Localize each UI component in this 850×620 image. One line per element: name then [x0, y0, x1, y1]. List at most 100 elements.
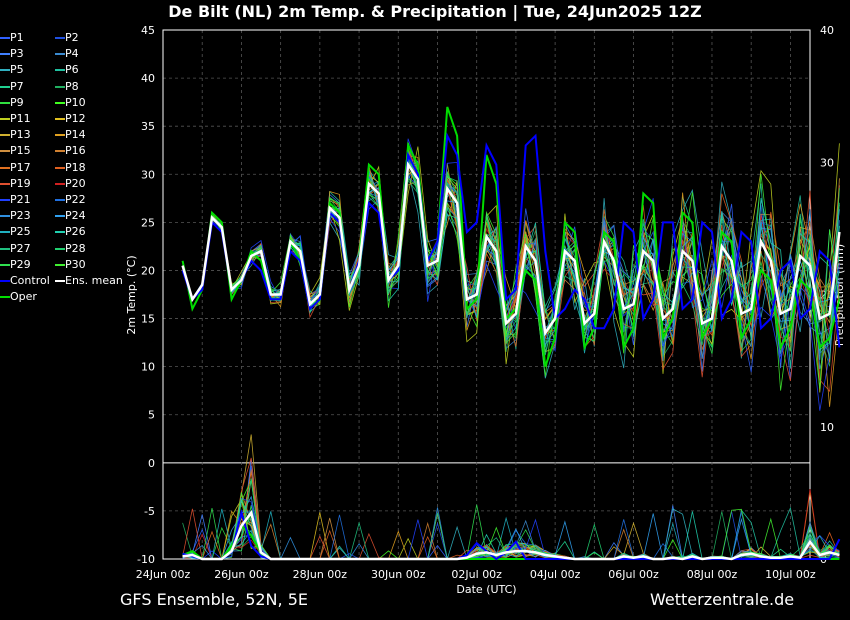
y-tick-left: 35	[141, 120, 155, 133]
legend-label: P17	[10, 160, 31, 174]
series-mean-temp	[181, 161, 841, 337]
legend-label: P7	[10, 79, 24, 93]
legend-swatch	[55, 69, 65, 72]
x-tick-label: 28Jun 00z	[293, 568, 348, 581]
x-axis-label: Date (UTC)	[456, 583, 516, 596]
legend-swatch	[0, 263, 10, 266]
legend-swatch	[0, 118, 10, 120]
series-p28-temp	[182, 152, 840, 348]
legend-swatch	[55, 280, 65, 282]
series-p29-temp	[182, 172, 840, 354]
legend-label: P25	[10, 225, 31, 239]
legend-label: P24	[65, 209, 86, 223]
x-tick-label: 08Jul 00z	[687, 568, 738, 581]
legend-swatch	[55, 101, 65, 104]
legend-swatch	[0, 199, 10, 201]
legend-label: P12	[65, 112, 86, 125]
model-label: GFS Ensemble, 52N, 5E	[120, 590, 308, 609]
legend-label: P19	[10, 176, 31, 190]
legend-swatch	[0, 37, 10, 39]
y-tick-left: 10	[141, 361, 155, 374]
legend-label: P6	[65, 63, 79, 77]
y-tick-left: -10	[137, 553, 155, 566]
y-tick-left: 45	[141, 24, 155, 37]
legend-label: P23	[10, 209, 31, 223]
legend-label: P3	[10, 47, 24, 61]
x-tick-label: 06Jul 00z	[608, 568, 659, 581]
legend-swatch	[0, 85, 10, 88]
legend-label: Oper	[10, 290, 37, 304]
legend-label: Control	[10, 274, 50, 287]
legend-label: P9	[10, 95, 24, 109]
source-label: Wetterzentrale.de	[650, 590, 795, 609]
x-tick-label: 26Jun 00z	[214, 568, 269, 581]
legend-swatch	[0, 150, 10, 153]
series-mean-precip	[182, 509, 840, 561]
legend-label: P8	[65, 79, 79, 93]
legend-swatch	[55, 37, 65, 39]
y-tick-left: 0	[148, 457, 155, 470]
legend-label: P1	[10, 31, 24, 44]
x-tick-label: 24Jun 00z	[136, 568, 191, 581]
y-tick-left: 5	[148, 409, 155, 422]
y-tick-left: 30	[141, 168, 155, 181]
legend-label: P13	[10, 128, 31, 142]
legend-swatch	[0, 296, 10, 299]
y-tick-right: 10	[820, 421, 834, 434]
legend-swatch	[55, 85, 65, 88]
series-p30-temp	[182, 142, 840, 391]
legend-label: P18	[65, 160, 86, 174]
legend-label: P21	[10, 193, 31, 206]
legend-swatch	[55, 199, 65, 201]
y-axis-label-left: 2m Temp. (°C)	[125, 255, 138, 334]
legend-label: P20	[65, 176, 86, 190]
legend-swatch	[55, 231, 65, 234]
legend-label: P2	[65, 31, 79, 44]
y-tick-right: 30	[820, 156, 834, 169]
legend-swatch	[0, 247, 10, 250]
legend-swatch	[0, 166, 10, 169]
legend-swatch	[55, 118, 65, 120]
x-tick-label: 10Jul 00z	[765, 568, 816, 581]
legend-swatch	[0, 280, 10, 282]
legend-swatch	[55, 215, 65, 218]
series-control-temp	[181, 132, 841, 348]
legend-swatch	[55, 182, 65, 185]
y-tick-right: 40	[820, 24, 834, 37]
x-tick-label: 30Jun 00z	[371, 568, 426, 581]
legend-label: P27	[10, 241, 31, 255]
legend-label: P22	[65, 193, 86, 206]
legend-swatch	[0, 231, 10, 234]
y-tick-left: 25	[141, 216, 155, 229]
legend-swatch	[55, 247, 65, 250]
legend-label: P10	[65, 95, 86, 109]
y-tick-left: 40	[141, 72, 155, 85]
x-tick-label: 02Jul 00z	[451, 568, 502, 581]
y-tick-left: 15	[141, 313, 155, 326]
legend-swatch	[0, 134, 10, 137]
legend-label: P29	[10, 257, 31, 271]
legend-swatch	[55, 166, 65, 169]
legend-swatch	[55, 53, 65, 56]
legend-swatch	[0, 182, 10, 185]
legend-label: P15	[10, 144, 31, 158]
legend-swatch	[55, 150, 65, 153]
main-series	[181, 106, 841, 561]
chart-title: De Bilt (NL) 2m Temp. & Precipitation | …	[168, 2, 702, 21]
y-tick-left: 20	[141, 264, 155, 277]
legend-label: P5	[10, 63, 24, 77]
ensemble-members	[182, 138, 840, 560]
series-p23-temp	[182, 160, 840, 370]
legend-label: P14	[65, 128, 86, 142]
legend-swatch	[0, 69, 10, 72]
legend-label: P26	[65, 225, 86, 239]
legend-label: Ens. mean	[65, 274, 123, 287]
legend-swatch	[0, 101, 10, 104]
legend-label: P16	[65, 144, 86, 158]
legend-swatch	[0, 53, 10, 56]
legend-label: P4	[65, 47, 79, 61]
legend-swatch	[0, 215, 10, 218]
y-tick-left: -5	[144, 505, 155, 518]
